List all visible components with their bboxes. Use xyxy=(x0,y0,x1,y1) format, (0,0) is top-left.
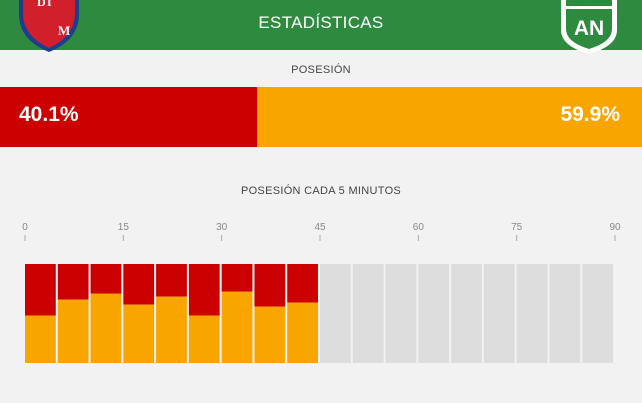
away-possession-segment xyxy=(287,302,318,363)
empty-interval-bar xyxy=(516,264,548,363)
empty-interval-bar xyxy=(549,264,581,363)
away-team-logo: AN xyxy=(561,0,617,54)
away-possession-segment xyxy=(123,304,155,363)
home-team-logo: D I M xyxy=(19,0,79,52)
x-tick-label: 60 xyxy=(413,222,425,233)
x-tick-label: 30 xyxy=(216,222,228,233)
empty-interval-bar xyxy=(385,264,417,363)
home-possession-segment xyxy=(57,264,89,300)
home-possession-fill xyxy=(0,87,257,147)
home-possession-segment xyxy=(254,264,286,307)
away-logo-letters: AN xyxy=(574,17,604,40)
header-bar: D I M ESTADÍSTICAS AN xyxy=(0,0,642,54)
away-possession-segment xyxy=(90,293,122,363)
page-title: ESTADÍSTICAS xyxy=(258,13,384,32)
home-logo-letter: D xyxy=(37,0,46,9)
away-possession-segment xyxy=(254,306,286,363)
away-possession-segment xyxy=(57,299,89,363)
x-tick-label: 15 xyxy=(118,222,130,233)
x-tick-label: 90 xyxy=(609,222,621,233)
x-tick-label: 0 xyxy=(22,222,28,233)
away-possession-segment xyxy=(188,315,220,363)
x-tick-label: 45 xyxy=(314,222,326,233)
chart-title: POSESIÓN CADA 5 MINUTOS xyxy=(240,185,402,197)
away-possession-segment xyxy=(221,291,253,363)
possession-bar: 40.1% 59.9% xyxy=(0,87,642,147)
home-logo-letter: I xyxy=(47,0,52,9)
home-possession-segment xyxy=(287,264,318,303)
away-possession-label: 59.9% xyxy=(560,103,620,126)
home-logo-letter: M xyxy=(58,23,70,38)
home-possession-segment xyxy=(188,264,220,316)
empty-interval-bar xyxy=(451,264,482,363)
empty-interval-bar xyxy=(320,264,351,363)
home-possession-segment xyxy=(123,264,155,305)
away-possession-fill xyxy=(257,87,642,147)
x-tick-label: 75 xyxy=(511,222,523,233)
home-possession-segment xyxy=(156,264,187,297)
away-possession-segment xyxy=(156,296,187,363)
possession-timeline-chart: 0 15 30 45 60 75 90 xyxy=(22,222,621,363)
away-possession-segment xyxy=(25,315,56,363)
home-possession-label: 40.1% xyxy=(19,103,79,126)
home-possession-segment xyxy=(221,264,253,292)
home-possession-segment xyxy=(25,264,56,316)
possession-title: POSESIÓN xyxy=(291,64,351,76)
empty-interval-bar xyxy=(483,264,515,363)
empty-interval-bar xyxy=(352,264,384,363)
empty-interval-bar xyxy=(418,264,450,363)
home-possession-segment xyxy=(90,264,122,294)
empty-interval-bar xyxy=(582,264,613,363)
